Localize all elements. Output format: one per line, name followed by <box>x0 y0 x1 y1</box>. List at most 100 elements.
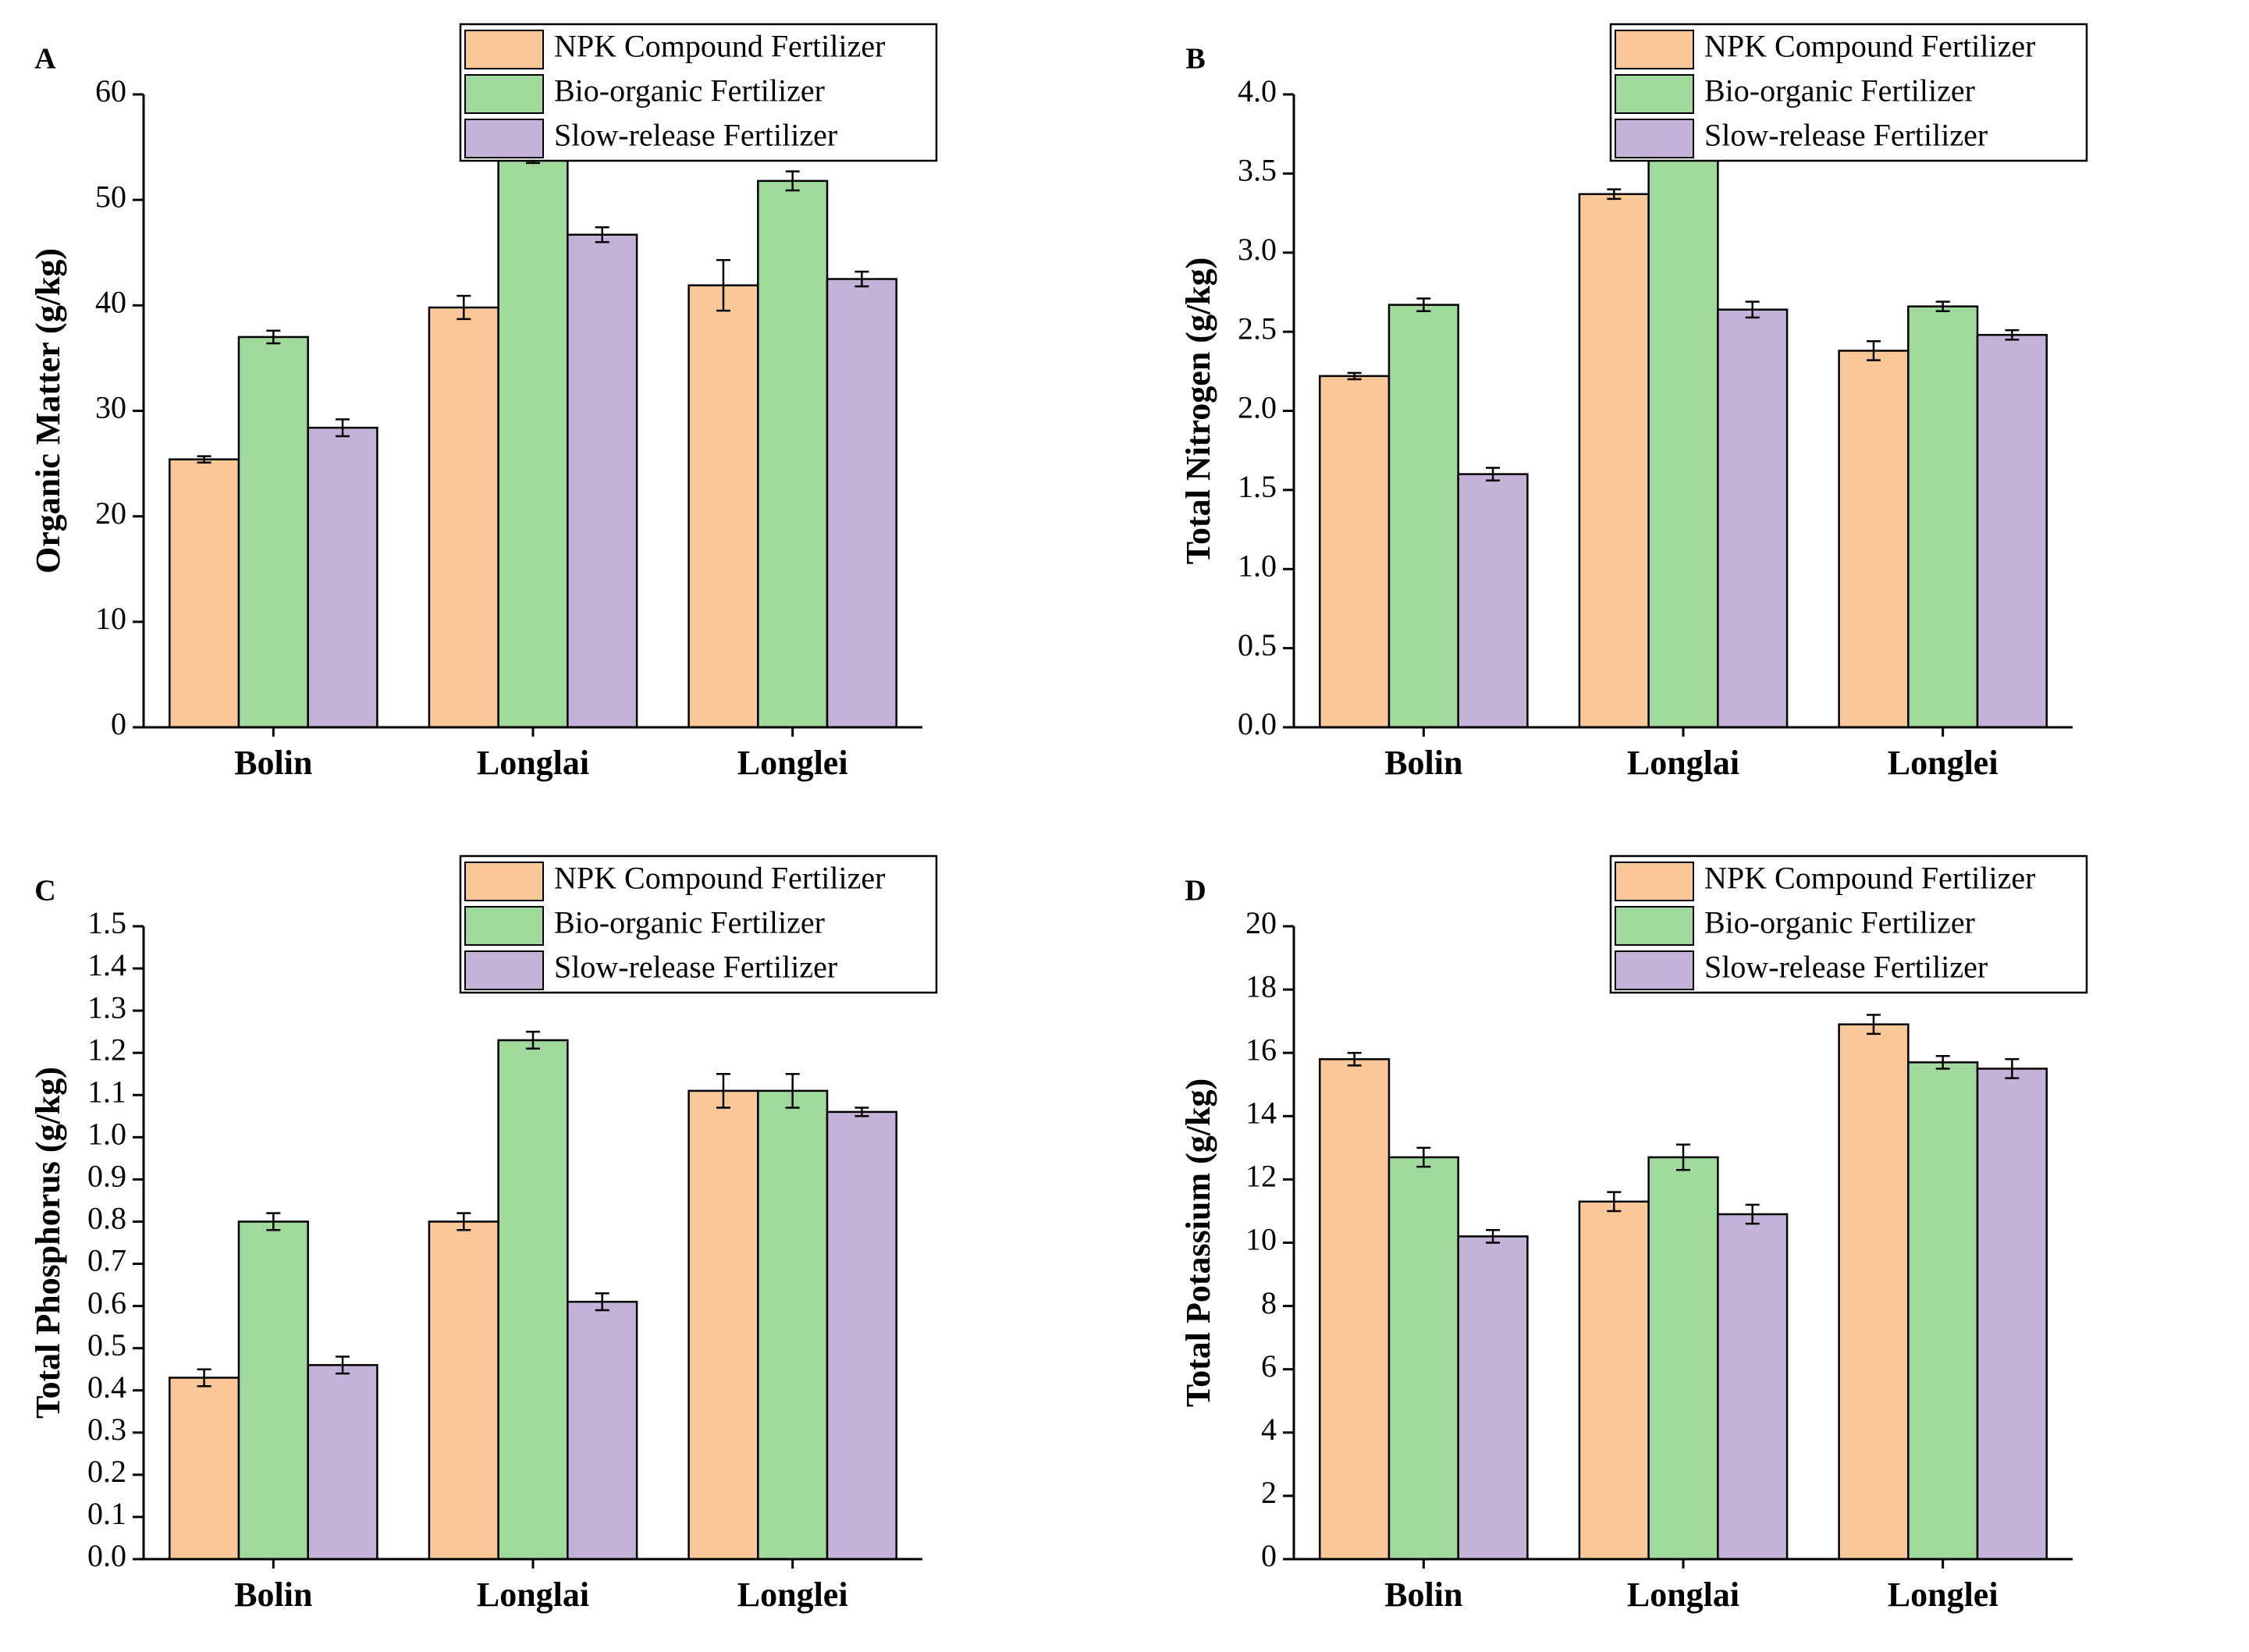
bar <box>169 458 240 729</box>
legend-label: NPK Compound Fertilizer <box>554 861 885 896</box>
bar <box>428 306 499 729</box>
error-bar <box>1745 1203 1760 1225</box>
panel-label: B <box>1185 43 1205 76</box>
y-tick-label: 4 <box>1261 1412 1277 1447</box>
bar <box>428 1220 499 1561</box>
y-tick-label: 1.0 <box>1238 548 1277 583</box>
error-bar <box>1866 340 1881 361</box>
legend-swatch <box>1615 862 1694 901</box>
bar <box>1578 193 1650 729</box>
error-bar <box>854 1107 869 1117</box>
y-tick-label: 20 <box>95 496 126 531</box>
legend-label: Slow-release Fertilizer <box>554 950 837 985</box>
y-axis-title: Total Nitrogen (g/kg) <box>1179 258 1217 565</box>
error-bar <box>1607 1191 1622 1213</box>
y-tick-label: 60 <box>95 73 126 108</box>
y-tick-label: 50 <box>95 179 126 214</box>
y-tick-label: 1.3 <box>87 989 126 1025</box>
panel-label: C <box>34 875 55 908</box>
error-bar <box>457 294 471 321</box>
y-tick-label: 1.2 <box>87 1032 126 1067</box>
y-tick-label: 0.0 <box>87 1538 126 1573</box>
y-tick-label: 0.7 <box>87 1243 126 1278</box>
bar <box>1838 1023 1910 1561</box>
bar <box>567 1300 638 1561</box>
x-tick-label: Longlei <box>1888 744 1999 782</box>
y-tick-label: 0.0 <box>1238 706 1277 741</box>
y-tick-label: 12 <box>1245 1159 1277 1194</box>
legend-swatch <box>464 74 544 114</box>
error-bar <box>1486 467 1501 481</box>
y-tick-label: 18 <box>1245 968 1277 1004</box>
y-tick-label: 10 <box>95 601 126 636</box>
error-bar <box>1866 1014 1881 1036</box>
bar <box>757 1089 829 1561</box>
bar <box>497 155 569 729</box>
bar <box>1976 333 2048 729</box>
error-bar <box>1416 1146 1431 1168</box>
error-bar <box>785 170 800 192</box>
legend-label: Slow-release Fertilizer <box>554 118 837 153</box>
bar <box>757 179 829 729</box>
panel-label: D <box>1185 875 1206 908</box>
bar <box>1717 1213 1789 1561</box>
y-tick-label: 0.5 <box>1238 627 1277 663</box>
bar <box>687 284 759 729</box>
error-bar <box>1607 188 1622 201</box>
error-bar <box>336 418 350 438</box>
x-tick-label: Longlei <box>1888 1576 1999 1614</box>
y-tick-label: 0 <box>111 706 126 741</box>
y-tick-label: 1.0 <box>87 1117 126 1152</box>
x-tick-label: Longlei <box>737 1576 848 1614</box>
bar <box>497 1039 569 1561</box>
error-bar <box>197 1368 211 1387</box>
bar <box>1578 1200 1650 1561</box>
legend-swatch <box>464 950 544 990</box>
y-tick-label: 2 <box>1261 1475 1277 1510</box>
y-tick-label: 2.5 <box>1238 311 1277 346</box>
y-tick-label: 6 <box>1261 1348 1277 1384</box>
legend-swatch <box>1615 30 1694 69</box>
legend-swatch <box>464 906 544 946</box>
error-bar <box>1745 300 1760 319</box>
y-tick-label: 20 <box>1245 905 1277 940</box>
error-bar <box>197 455 211 464</box>
bar <box>826 278 897 729</box>
error-bar <box>457 1212 471 1231</box>
y-tick-label: 0.6 <box>87 1285 126 1320</box>
bar <box>307 426 378 729</box>
chart-panel: 0 10 20 30 40 50 60 Bolin Longlai Longlei A Organic… <box>29 23 938 782</box>
bar <box>1838 350 1910 729</box>
bar <box>237 336 309 729</box>
y-tick-label: 10 <box>1245 1222 1277 1257</box>
legend-label: NPK Compound Fertilizer <box>554 29 885 64</box>
legend: NPK Compound Fertilizer Bio-organic Ferti… <box>1609 23 2088 162</box>
legend: NPK Compound Fertilizer Bio-organic Ferti… <box>459 854 938 994</box>
bar <box>307 1364 378 1561</box>
y-tick-label: 0.1 <box>87 1496 126 1531</box>
error-bar <box>854 270 869 288</box>
bar <box>1457 1235 1529 1561</box>
legend-swatch <box>464 862 544 901</box>
legend-label: Slow-release Fertilizer <box>1704 950 1988 985</box>
x-tick-label: Bolin <box>1384 744 1462 782</box>
y-tick-label: 1.1 <box>87 1074 126 1109</box>
error-bar <box>526 1030 540 1050</box>
bar <box>169 1377 240 1561</box>
error-bar <box>1416 297 1431 313</box>
x-tick-label: Longlai <box>477 1576 589 1614</box>
bar <box>1387 1156 1459 1561</box>
y-axis-title: Organic Matter (g/kg) <box>29 248 67 574</box>
y-tick-label: 1.4 <box>87 947 126 982</box>
y-tick-label: 4.0 <box>1238 73 1277 108</box>
legend-label: NPK Compound Fertilizer <box>1704 29 2035 64</box>
error-bar <box>1676 1143 1690 1171</box>
error-bar <box>595 1292 609 1312</box>
legend-swatch <box>1615 119 1694 158</box>
x-tick-label: Longlai <box>477 744 589 782</box>
y-tick-label: 16 <box>1245 1032 1277 1067</box>
error-bar <box>266 329 281 345</box>
y-tick-label: 30 <box>95 390 126 425</box>
error-bar <box>1347 1051 1362 1067</box>
error-bar <box>1935 1055 1950 1070</box>
